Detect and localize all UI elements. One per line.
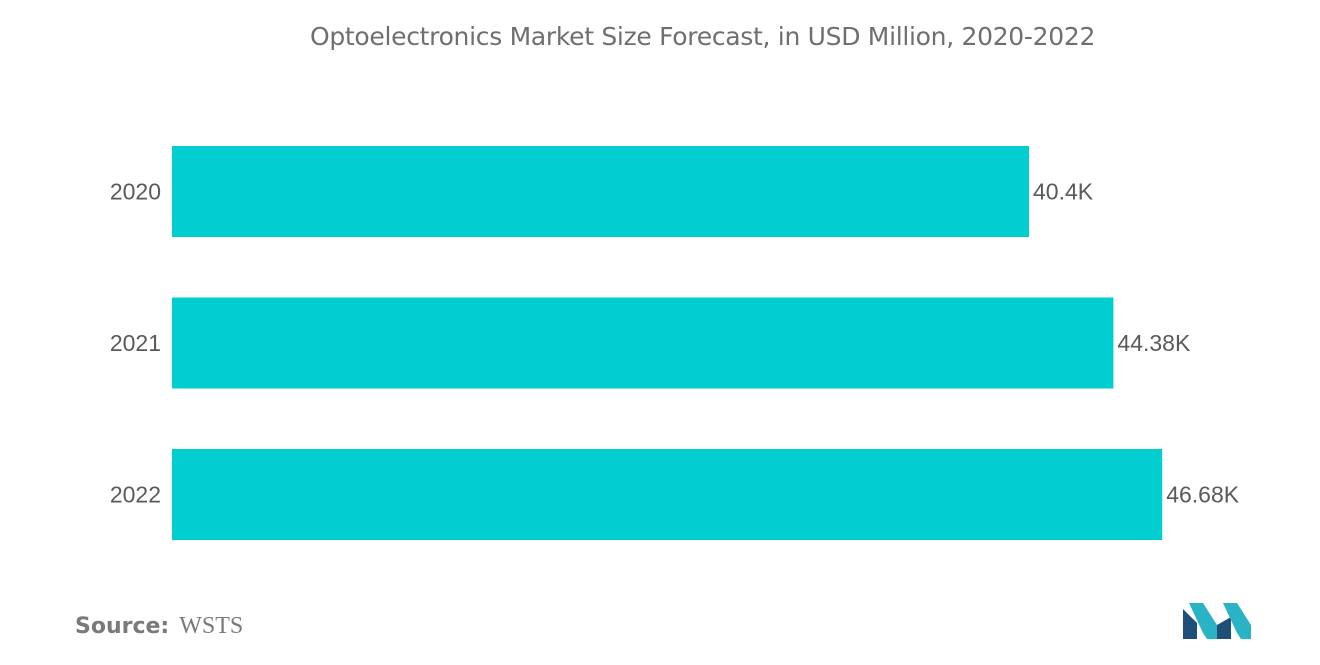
bar-2021 [172,297,1114,389]
company-logo-icon [1183,603,1251,639]
category-label-2021: 2021 [110,330,161,356]
source-value: WSTS [179,613,244,639]
category-label-2020: 2020 [110,179,161,205]
value-label-2021: 44.38K [1117,330,1191,356]
bar-2022 [172,449,1163,540]
value-label-2020: 40.4K [1033,179,1094,205]
value-label-2022: 46.68K [1166,482,1240,508]
bar-chart: 2020 40.4K 2021 44.38K 2022 46.68K [110,146,1240,540]
bar-2020 [172,146,1029,237]
chart-title: Optoelectronics Market Size Forecast, in… [309,22,1096,51]
source-label: Source: [75,614,170,639]
category-label-2022: 2022 [110,482,161,508]
source-note: Source: WSTS [75,613,243,640]
